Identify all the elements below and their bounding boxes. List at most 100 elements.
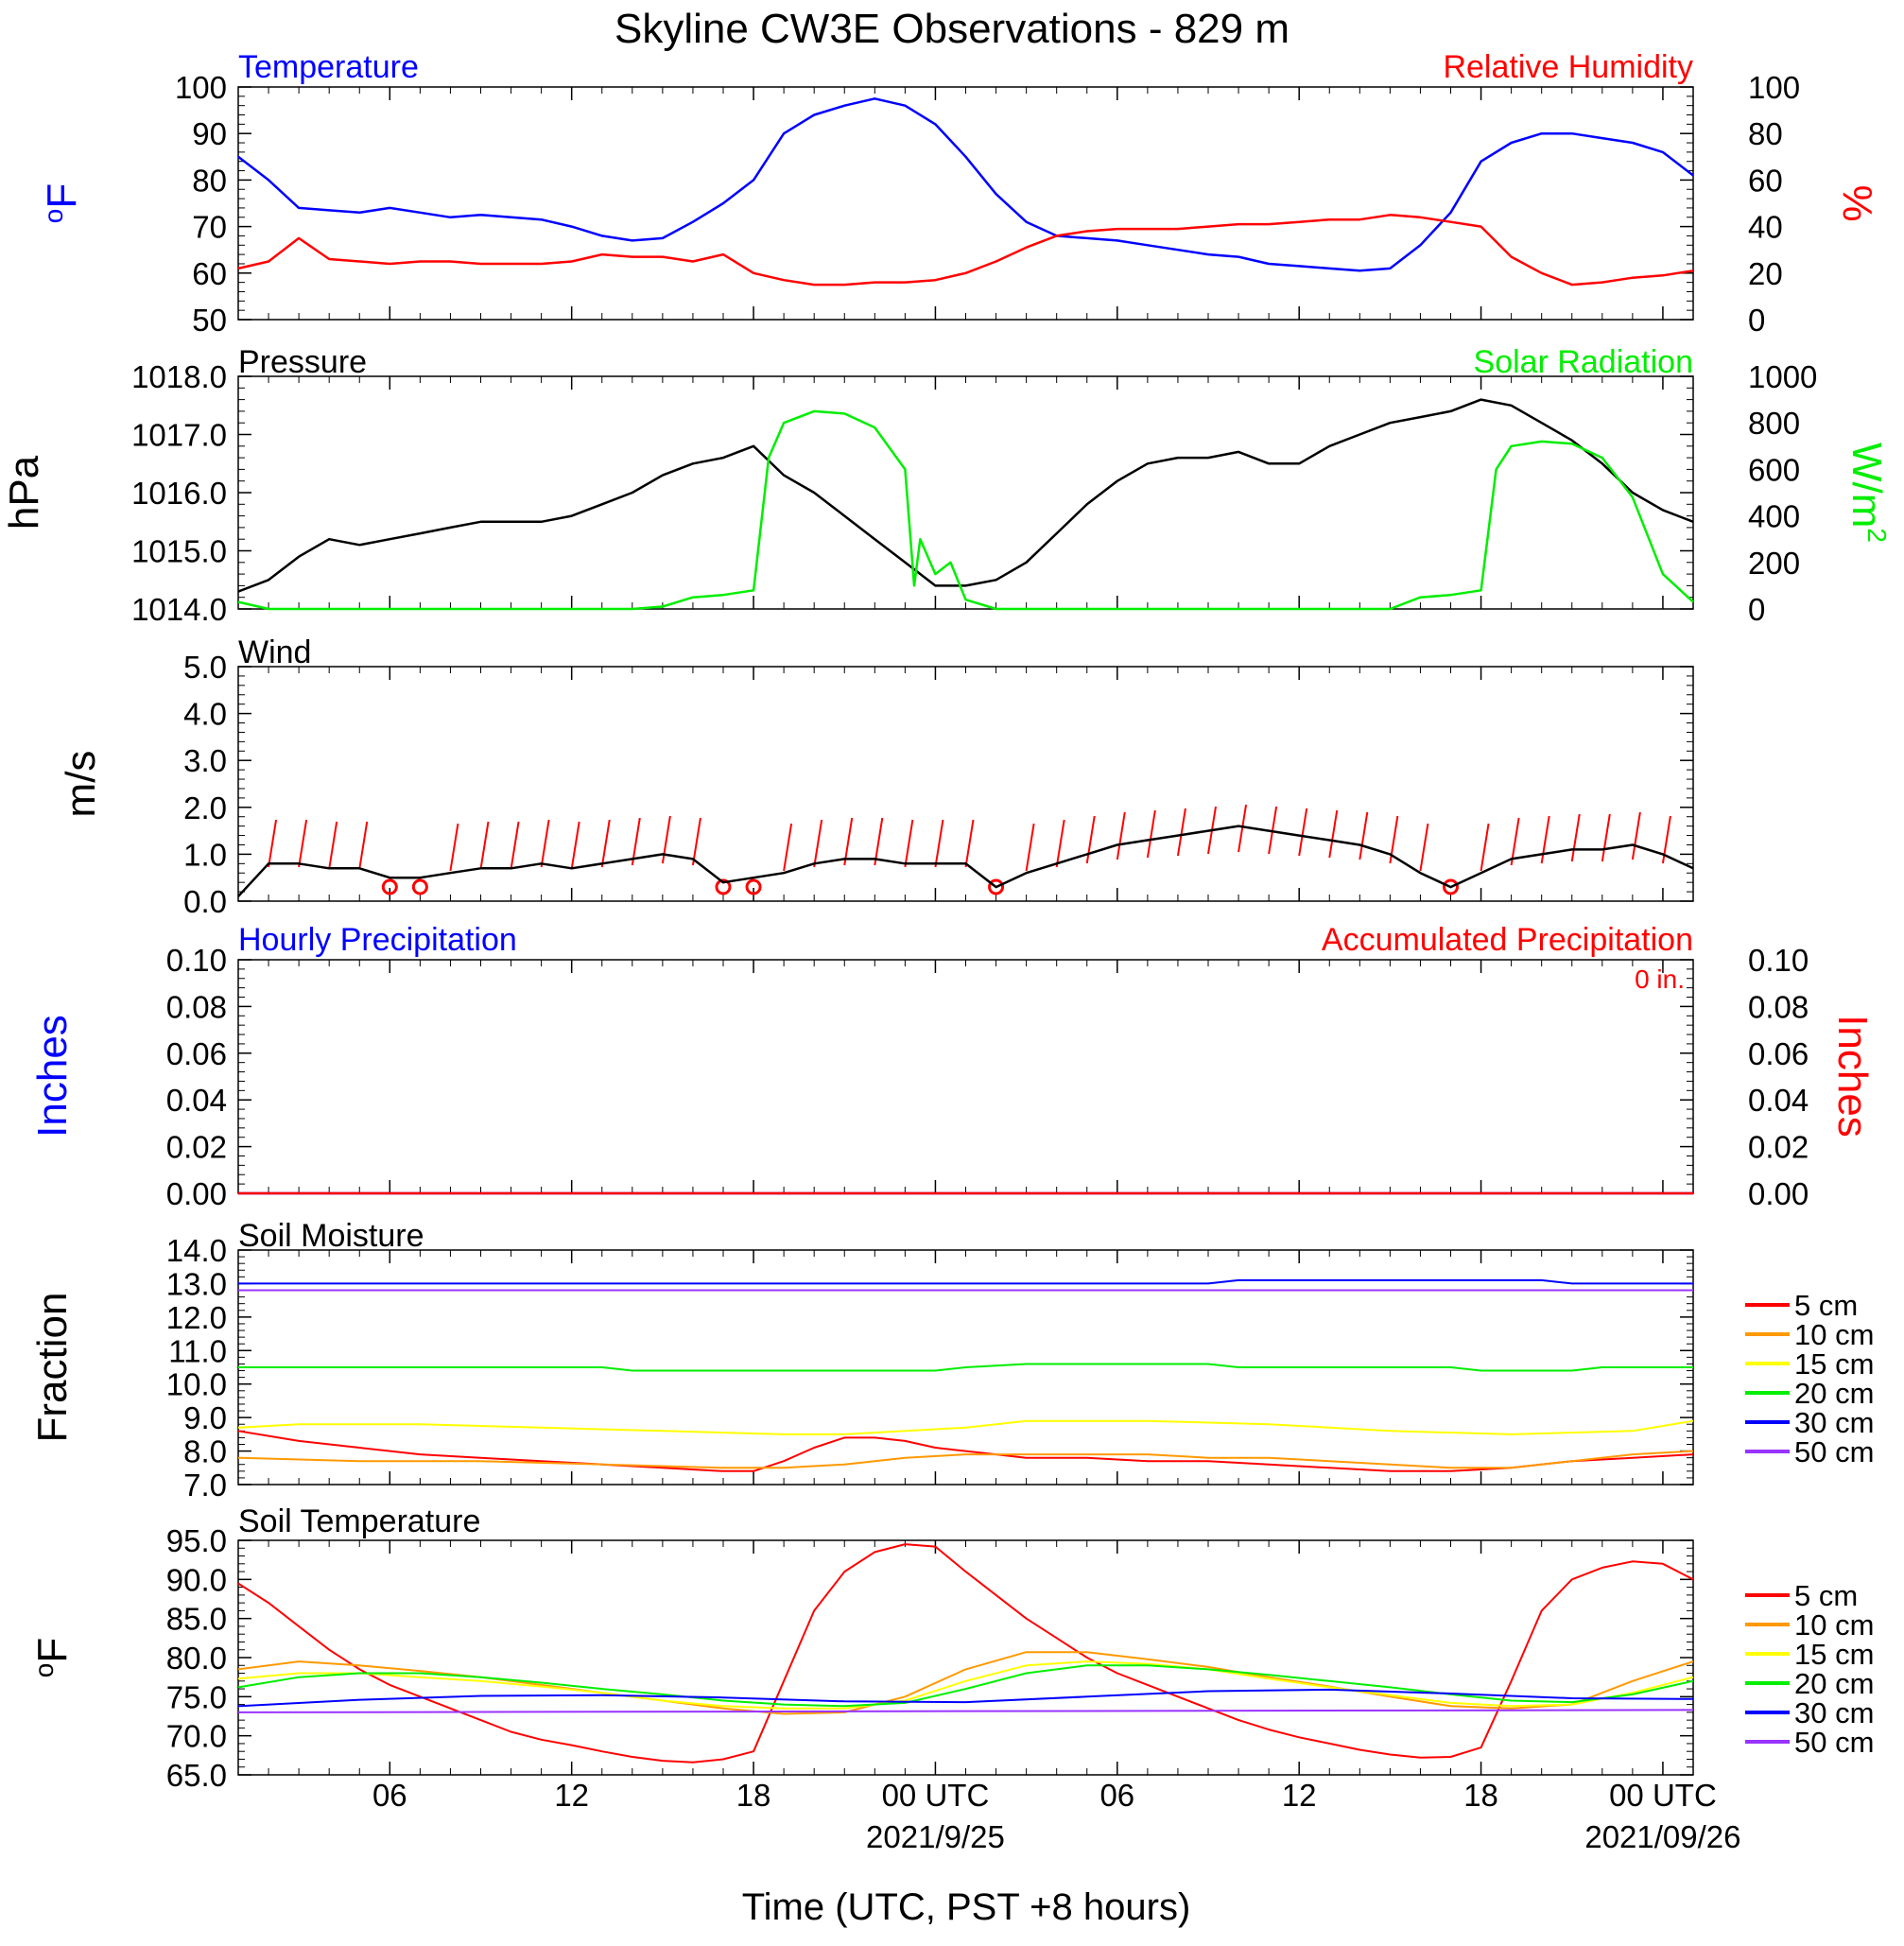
- wind-barb: [1085, 815, 1096, 864]
- y-tick-label: 7.0: [183, 1468, 227, 1503]
- y-tick-label: 0.08: [166, 989, 227, 1024]
- y-right-tick-label: 0.10: [1748, 943, 1809, 978]
- wind-calm-marker: [745, 878, 762, 895]
- y-tick-label: 3.0: [183, 743, 227, 778]
- y-right-tick-label: 0: [1748, 303, 1765, 338]
- y-tick-label: 80: [192, 163, 227, 198]
- x-axis: 06 12 18 00 UTC 2021/9/25 06 12 18 00 UTC 2021/09…: [372, 1778, 1741, 1854]
- temperature-title: Temperature: [238, 49, 419, 85]
- wind-barb: [904, 819, 914, 868]
- wind-calm-marker: [988, 878, 1005, 895]
- wind-calm-marker: [715, 878, 732, 895]
- wind-barb: [1359, 811, 1369, 860]
- wind-unit: m/s: [58, 751, 104, 818]
- wind-barb: [1570, 813, 1581, 862]
- y-right-tick-label: 0.04: [1748, 1083, 1809, 1118]
- soil-moisture-axes: 7.08.09.010.011.012.013.014.0: [166, 1233, 1694, 1503]
- series-line: [237, 1709, 1694, 1713]
- y-right-tick-label: 600: [1748, 452, 1800, 487]
- y-tick-label: 65.0: [166, 1758, 227, 1793]
- precip-panel: Hourly Precipitation Accumulated Precipi…: [29, 922, 1876, 1211]
- wind-barb: [964, 819, 975, 868]
- y-tick-label: 11.0: [168, 1333, 227, 1368]
- y-right-tick-label: 800: [1748, 406, 1800, 441]
- pressure-solar-lines: [237, 398, 1694, 611]
- wind-barb: [843, 817, 854, 866]
- y-right-tick-label: 0.02: [1748, 1130, 1809, 1165]
- wind-barb: [1116, 811, 1126, 860]
- soil-moisture-panel: Soil Moisture 7.08.09.010.011.012.013.01…: [29, 1218, 1874, 1503]
- y-right-tick-label: 200: [1748, 546, 1800, 581]
- y-right-tick-label: 0.00: [1748, 1176, 1809, 1211]
- wind-barb: [510, 821, 520, 870]
- wind-barb: [570, 821, 580, 870]
- wind-barb: [934, 819, 944, 868]
- y-tick-label: 75.0: [166, 1679, 227, 1714]
- wind-barb: [1055, 819, 1065, 868]
- wind-calm-marker: [381, 878, 398, 895]
- wind-barb: [1238, 804, 1248, 853]
- x-tick-date: 2021/9/25: [866, 1819, 1005, 1854]
- x-tick-label: 18: [736, 1778, 771, 1813]
- y-tick-label: 1.0: [183, 837, 227, 872]
- y-right-tick-label: 0.06: [1748, 1036, 1809, 1071]
- wind-barb: [1298, 808, 1308, 857]
- y-tick-label: 1014.0: [131, 592, 227, 627]
- series-line: [238, 1278, 1693, 1285]
- legend-label: 50 cm: [1794, 1435, 1874, 1468]
- precip-right-unit: Inches: [1829, 1015, 1876, 1138]
- y-tick-label: 50: [192, 303, 227, 338]
- y-tick-label: 0.04: [166, 1083, 227, 1118]
- legend-label: 10 cm: [1794, 1608, 1874, 1642]
- series-line: [237, 1450, 1694, 1469]
- wind-barb: [540, 819, 550, 868]
- y-tick-label: 80.0: [166, 1641, 227, 1676]
- temp-rh-panel: Temperature Relative Humidity 50 60 70 80 90…: [39, 49, 1880, 338]
- wind-calm-marker: [1443, 878, 1459, 895]
- wind-barb: [479, 821, 490, 870]
- y-tick-label: 1016.0: [131, 476, 227, 511]
- solar-radiation-unit: W/m2: [1843, 443, 1892, 543]
- wind-barb: [298, 819, 308, 868]
- x-tick-label: 00 UTC: [1609, 1778, 1717, 1813]
- y-tick-label: 0.10: [166, 943, 227, 978]
- temp-rh-lines: [237, 97, 1694, 287]
- y-tick-label: 90.0: [166, 1562, 227, 1597]
- wind-barb: [1601, 813, 1611, 862]
- y-right-tick-label: 40: [1748, 210, 1783, 245]
- x-tick-date: 2021/09/26: [1584, 1819, 1740, 1854]
- soil-moisture-title: Soil Moisture: [238, 1218, 424, 1254]
- temp-rh-frame: [237, 86, 1694, 321]
- y-tick-label: 90: [192, 116, 227, 151]
- x-tick-label: 00 UTC: [882, 1778, 990, 1813]
- wind-barb: [358, 821, 369, 870]
- y-right-tick-label: 80: [1748, 116, 1783, 151]
- legend-label: 15 cm: [1794, 1347, 1874, 1381]
- y-tick-label: 13.0: [166, 1266, 227, 1301]
- pressure-title: Pressure: [238, 344, 367, 380]
- y-right-tick-label: 0.08: [1748, 989, 1809, 1024]
- wind-barb: [1146, 809, 1156, 859]
- wind-barb: [328, 821, 338, 870]
- precip-axes: 0.00 0.02 0.04 0.06 0.08 0.10 0.00 0.02 0.04 0.06…: [166, 943, 1809, 1211]
- chart-title: Skyline CW3E Observations - 829 m: [614, 6, 1290, 52]
- soil-moisture-unit: Fraction: [29, 1293, 76, 1443]
- wind-barb: [1419, 823, 1429, 872]
- series-line: [237, 1664, 1694, 1708]
- wind-axes: 0.0 1.0 2.0 3.0 4.0 5.0: [183, 650, 1694, 919]
- legend-label: 5 cm: [1794, 1579, 1858, 1612]
- y-tick-label: 70: [192, 210, 227, 245]
- wind-barb: [1328, 809, 1339, 859]
- series-line: [237, 825, 1694, 897]
- y-tick-label: 2.0: [183, 791, 227, 825]
- y-right-tick-label: 100: [1748, 70, 1800, 105]
- y-tick-label: 100: [175, 70, 227, 105]
- legend-label: 30 cm: [1794, 1406, 1874, 1439]
- y-tick-label: 1017.0: [131, 418, 227, 453]
- series-line: [238, 1363, 1693, 1372]
- wind-barb: [1540, 815, 1550, 864]
- y-tick-label: 12.0: [166, 1300, 227, 1335]
- legend-label: 20 cm: [1794, 1377, 1874, 1410]
